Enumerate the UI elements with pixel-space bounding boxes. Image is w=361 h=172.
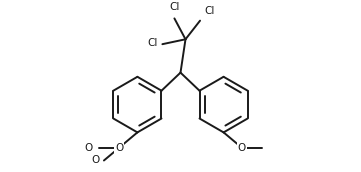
Text: Cl: Cl (148, 38, 158, 48)
Text: Cl: Cl (204, 6, 214, 16)
Text: O: O (115, 143, 123, 153)
Text: O: O (84, 143, 92, 153)
Text: Cl: Cl (169, 2, 180, 12)
Text: O: O (91, 155, 100, 165)
Text: O: O (238, 143, 246, 153)
